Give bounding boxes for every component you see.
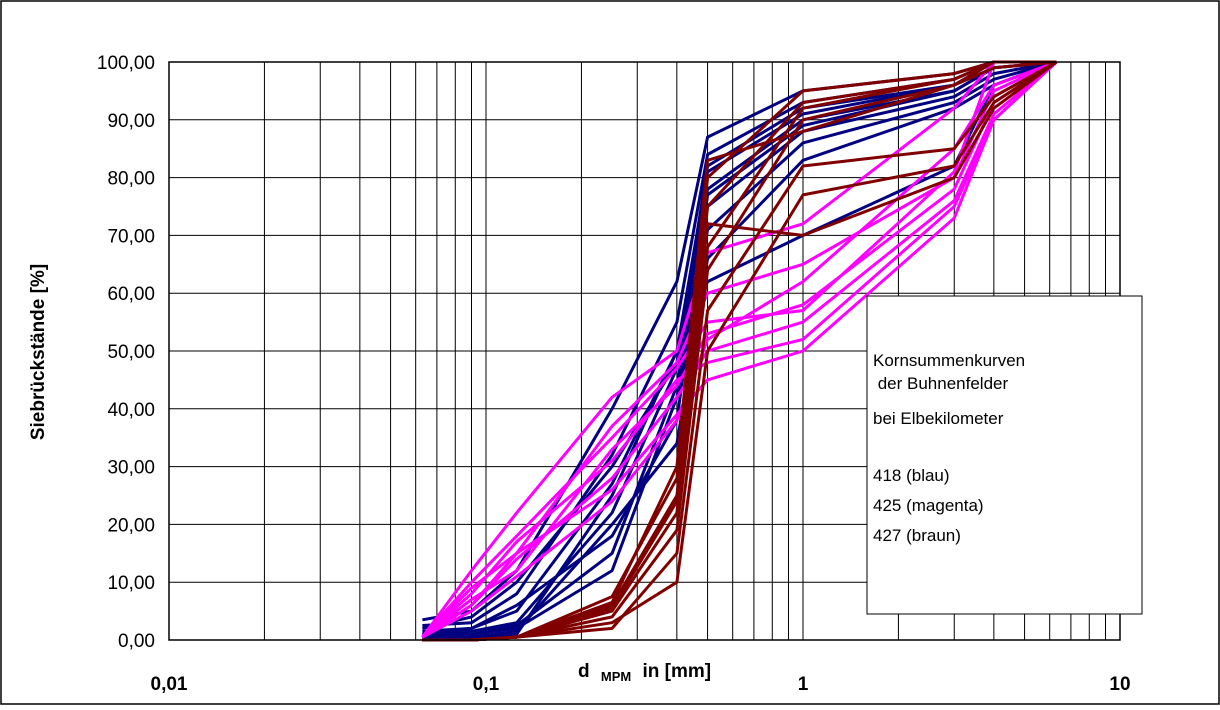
- x-axis-title: d MPM in [mm]: [578, 661, 711, 686]
- y-tick-label: 100,00: [97, 53, 155, 74]
- y-tick-label: 80,00: [107, 169, 155, 190]
- y-tick-label: 50,00: [107, 342, 155, 363]
- x-tick-labels: 0,01 0,1 1 10: [151, 674, 1131, 695]
- y-tick-label: 60,00: [107, 284, 155, 305]
- y-tick-label: 30,00: [107, 458, 155, 479]
- y-tick-label: 40,00: [107, 400, 155, 421]
- legend-line: 427 (braun): [873, 526, 961, 545]
- y-tick-labels: 0,00 10,00 20,00 30,00 40,00 50,00 60,00 70,00 8…: [97, 53, 155, 652]
- legend-box: Kornsummenkurven der Buhnenfelder bei El…: [866, 295, 1143, 615]
- y-tick-label: 70,00: [107, 226, 155, 247]
- y-tick-label: 20,00: [107, 515, 155, 536]
- x-tick-label: 0,01: [151, 674, 188, 695]
- y-tick-label: 0,00: [118, 631, 155, 652]
- x-axis-title-suffix: in [mm]: [643, 661, 712, 682]
- legend-line: der Buhnenfelder: [873, 374, 1008, 393]
- legend-frame: [866, 295, 1143, 615]
- y-axis-title: Siebrückstände [%]: [28, 264, 49, 440]
- x-tick-label: 10: [1109, 674, 1130, 695]
- y-tick-label: 10,00: [107, 573, 155, 594]
- x-axis-title-prefix: d: [578, 661, 590, 682]
- legend-line: Kornsummenkurven: [873, 351, 1025, 370]
- series-lines: [421, 60, 1058, 642]
- legend-line: 418 (blau): [873, 466, 950, 485]
- y-tick-label: 90,00: [107, 111, 155, 132]
- legend-line: 425 (magenta): [873, 496, 984, 515]
- x-axis-title-subscript: MPM: [601, 669, 631, 684]
- x-tick-label: 1: [798, 674, 809, 695]
- series-line: [422, 60, 1057, 642]
- legend-line: bei Elbekilometer: [873, 409, 1004, 428]
- x-tick-label: 0,1: [473, 674, 500, 695]
